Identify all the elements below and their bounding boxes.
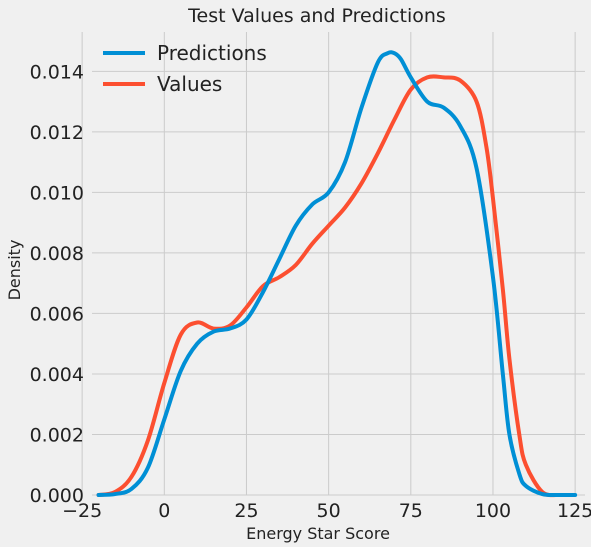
- y-tick-label: 0.012: [30, 122, 84, 144]
- y-axis-label: Density: [5, 240, 24, 301]
- legend-label-values: Values: [157, 72, 222, 96]
- series-line-values: [96, 74, 561, 498]
- y-tick-label: 0.006: [30, 303, 84, 325]
- tick-labels: −25 0 25 50 75 100 125 0.000 0.002 0.004 0.006 0.00…: [30, 61, 591, 522]
- y-tick-label: 0.004: [30, 364, 84, 386]
- x-tick-label: 125: [557, 500, 591, 522]
- x-tick-label: 25: [234, 500, 258, 522]
- y-tick-label: 0.002: [30, 424, 84, 446]
- y-tick-label: 0.008: [30, 243, 84, 265]
- x-tick-label: 100: [475, 500, 511, 522]
- y-tick-label: 0.014: [30, 61, 84, 83]
- legend: Predictions Values: [103, 41, 267, 96]
- x-tick-label: −25: [62, 500, 102, 522]
- x-tick-label: 75: [399, 500, 423, 522]
- x-tick-label: 50: [317, 500, 341, 522]
- series-line-predictions: [96, 50, 578, 498]
- legend-label-predictions: Predictions: [157, 41, 267, 65]
- chart-title: Test Values and Predictions: [187, 5, 446, 27]
- series-lines: [96, 50, 578, 498]
- x-tick-label: 0: [158, 500, 170, 522]
- y-tick-label: 0.000: [30, 485, 84, 507]
- y-tick-label: 0.010: [30, 182, 84, 204]
- x-axis-label: Energy Star Score: [246, 524, 390, 543]
